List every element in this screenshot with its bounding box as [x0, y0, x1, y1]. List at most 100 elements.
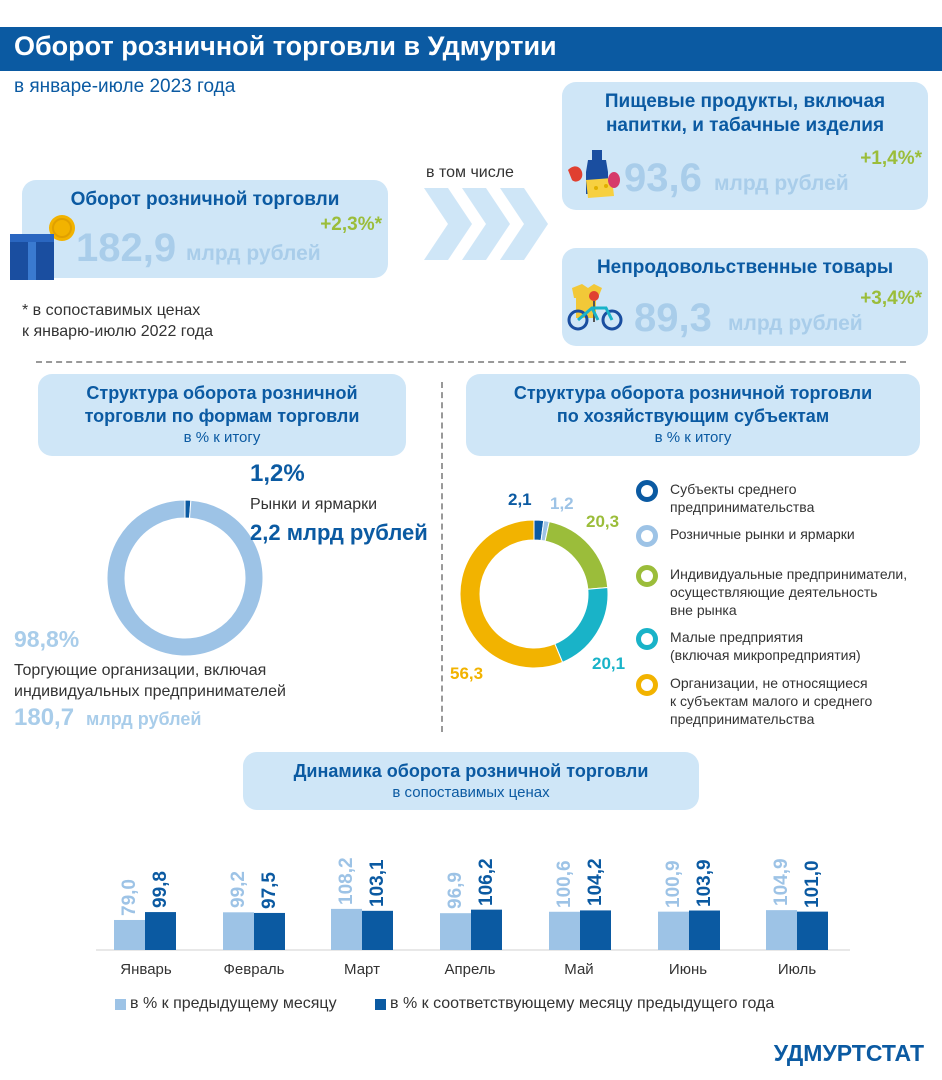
- title-bar: Оборот розничной торговли в Удмуртии: [0, 27, 942, 71]
- horizontal-separator: [36, 361, 906, 363]
- orgs-value-num: 180,7: [14, 704, 75, 731]
- subjects-title-line1: Структура оборота розничной торговли: [513, 383, 873, 403]
- bar-value-label-prev-year-5: 103,9: [694, 858, 715, 907]
- bar-value-label-prev-month-3: 96,9: [445, 872, 466, 910]
- legend-prev-month: в % к предыдущему месяцу: [130, 995, 337, 1012]
- subjects-label-orgs: 56,3: [450, 664, 484, 683]
- subjects-subtitle: в % к итогу: [654, 429, 732, 446]
- legend-ring-ip: [636, 565, 658, 587]
- bar-value-label-prev-month-1: 99,2: [228, 871, 249, 909]
- legend-medium-line2: предпринимательства: [670, 499, 815, 515]
- footnote: * в сопоставимых ценах к январю-июлю 202…: [22, 300, 213, 342]
- month-label-may: Май: [564, 961, 594, 978]
- subjects-label-medium: 2,1: [508, 490, 532, 509]
- legend-ip-line1: Индивидуальные предприниматели,: [670, 566, 908, 582]
- food-title-line2: напитки, и табачные изделия: [605, 115, 885, 136]
- dynamics-title: Динамика оборота розничной торговли: [293, 761, 649, 781]
- footnote-line2: к январю-июлю 2022 года: [22, 323, 214, 340]
- bar-value-label-prev-year-4: 104,2: [585, 858, 606, 907]
- legend-ip-line2: осуществляющие деятельность: [670, 584, 878, 600]
- legend-ring-small: [636, 628, 658, 650]
- legend-markets-line1: Розничные рынки и ярмарки: [670, 526, 855, 542]
- subjects-title-line2: по хозяйствующим субъектам: [556, 406, 830, 426]
- chevrons-arrow-icon: [424, 188, 548, 260]
- nonfood-box: Непродовольственные товары +3,4%* 89,3 м…: [562, 248, 928, 346]
- page-title: Оборот розничной торговли в Удмуртии: [14, 31, 557, 61]
- bar-prev-month-3: [440, 913, 471, 950]
- legend-swatch-prev-month: [115, 999, 126, 1010]
- legend-swatch-prev-year: [375, 999, 386, 1010]
- bar-value-label-prev-year-1: 97,5: [259, 871, 280, 909]
- legend-ip-line3: вне рынка: [670, 602, 737, 618]
- orgs-pct: 98,8%: [14, 626, 80, 652]
- bar-prev-year-2: [362, 910, 393, 950]
- bar-value-label-prev-year-6: 101,0: [802, 860, 823, 908]
- dynamics-subtitle: в сопоставимых ценах: [392, 784, 550, 801]
- bar-value-label-prev-month-0: 79,0: [119, 878, 140, 916]
- month-label-jul: Июль: [777, 961, 817, 978]
- orgs-value-unit: млрд рублей: [86, 709, 202, 729]
- forms-subtitle: в % к итогу: [183, 429, 261, 446]
- legend-orgs-line1: Организации, не относящиеся: [670, 675, 868, 691]
- markets-pct: 1,2%: [250, 460, 305, 487]
- legend-medium-line1: Субъекты среднего: [670, 481, 797, 497]
- legend-ring-markets: [636, 525, 658, 547]
- forms-section-header: Структура оборота розничной торговли по …: [38, 374, 406, 456]
- month-label-apr: Апрель: [444, 961, 496, 978]
- subjects-section-header: Структура оборота розничной торговли по …: [466, 374, 920, 456]
- legend-ring-orgs: [636, 674, 658, 696]
- legend-ring-medium: [636, 480, 658, 502]
- month-label-mar: Март: [344, 961, 380, 978]
- month-label-jun: Июнь: [668, 961, 708, 978]
- bar-value-label-prev-year-0: 99,8: [150, 871, 171, 909]
- nonfood-unit: млрд рублей: [728, 312, 863, 335]
- gift-coin-icon: [10, 215, 75, 280]
- food-products-icon: [568, 150, 620, 198]
- bar-prev-year-4: [580, 910, 611, 950]
- month-label-feb: Февраль: [223, 961, 285, 978]
- food-value: 93,6: [624, 156, 702, 200]
- bar-prev-month-4: [549, 911, 580, 950]
- bar-prev-month-2: [331, 908, 362, 950]
- dynamics-bar-chart: [96, 908, 850, 951]
- bar-prev-month-6: [766, 910, 797, 950]
- in-number-label: в том числе: [426, 164, 514, 181]
- page-subtitle: в январе-июле 2023 года: [14, 76, 236, 97]
- bar-value-label-prev-month-6: 104,9: [771, 858, 792, 907]
- total-change: +2,3%*: [320, 214, 382, 235]
- total-box: Оборот розничной торговли +2,3%* 182,9 м…: [22, 180, 388, 278]
- month-label-jan: Январь: [120, 961, 172, 978]
- bar-value-label-prev-month-2: 108,2: [336, 857, 357, 905]
- nonfood-value: 89,3: [634, 296, 712, 340]
- legend-orgs-line3: предпринимательства: [670, 711, 815, 727]
- legend-prev-year: в % к соответствующему месяцу предыдущег…: [390, 995, 775, 1012]
- subjects-label-markets: 1,2: [550, 494, 574, 513]
- total-value: 182,9: [76, 226, 177, 270]
- food-box: Пищевые продукты, включая напитки, и таб…: [562, 82, 928, 210]
- dynamics-section-header: Динамика оборота розничной торговли в со…: [243, 752, 699, 810]
- bar-prev-year-3: [471, 909, 502, 950]
- legend-small-line2: (включая микропредприятия): [670, 647, 861, 663]
- bar-value-label-prev-month-4: 100,6: [554, 860, 575, 908]
- food-change: +1,4%*: [860, 148, 922, 169]
- footer-logo: УДМУРТСТАТ: [773, 1040, 924, 1066]
- bar-prev-year-1: [254, 912, 285, 950]
- forms-donut-chart: [106, 499, 264, 657]
- bar-prev-month-1: [223, 912, 254, 950]
- bar-value-label-prev-month-5: 100,9: [663, 860, 684, 908]
- bar-value-label-prev-year-2: 103,1: [367, 859, 388, 907]
- forms-donut-slice-1: [106, 499, 264, 657]
- bar-value-label-prev-year-3: 106,2: [476, 858, 497, 906]
- subjects-label-small: 20,1: [592, 654, 626, 673]
- subjects-donut-chart: [459, 519, 609, 669]
- orgs-label-line2: индивидуальных предпринимателей: [14, 683, 286, 700]
- total-title: Оборот розничной торговли: [70, 189, 340, 210]
- nonfood-change: +3,4%*: [860, 288, 922, 309]
- nonfood-title: Непродовольственные товары: [596, 257, 894, 278]
- bar-prev-month-0: [114, 919, 145, 950]
- total-unit: млрд рублей: [186, 242, 321, 265]
- legend-orgs-line2: к субъектам малого и среднего: [670, 693, 873, 709]
- bar-prev-year-5: [689, 910, 720, 950]
- food-unit: млрд рублей: [714, 172, 849, 195]
- forms-title-line1: Структура оборота розничной: [86, 383, 358, 403]
